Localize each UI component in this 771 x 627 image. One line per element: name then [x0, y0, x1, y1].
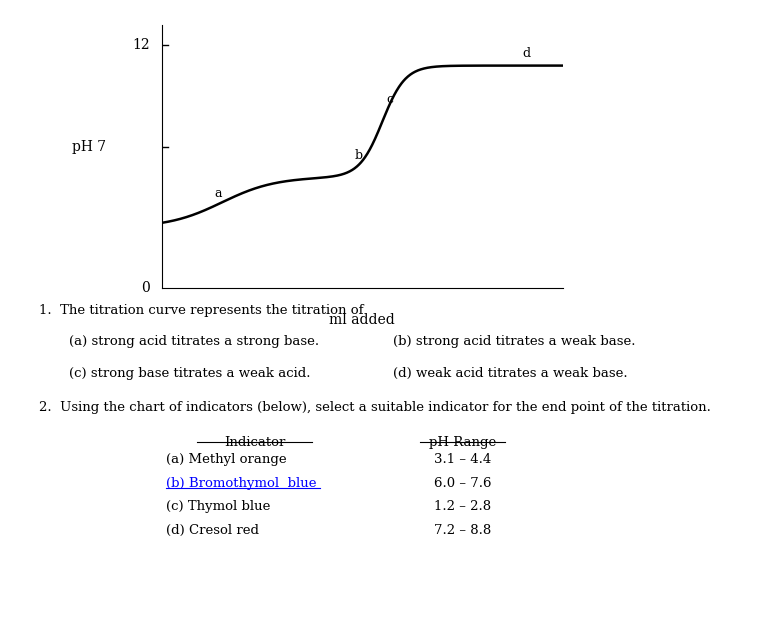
Text: c: c [386, 93, 393, 106]
Text: a: a [214, 187, 221, 200]
Text: (d) Cresol red: (d) Cresol red [166, 524, 259, 537]
Text: 12: 12 [133, 38, 150, 52]
Text: 1.2 – 2.8: 1.2 – 2.8 [434, 500, 491, 514]
Text: 3.1 – 4.4: 3.1 – 4.4 [434, 453, 491, 466]
Text: (d) weak acid titrates a weak base.: (d) weak acid titrates a weak base. [393, 367, 628, 380]
Text: Indicator: Indicator [224, 436, 285, 449]
Text: (c) Thymol blue: (c) Thymol blue [166, 500, 270, 514]
Text: (a) strong acid titrates a strong base.: (a) strong acid titrates a strong base. [69, 335, 319, 349]
Text: (b) strong acid titrates a weak base.: (b) strong acid titrates a weak base. [393, 335, 636, 349]
Text: pH Range: pH Range [429, 436, 497, 449]
Text: d: d [523, 46, 531, 60]
Text: 7.2 – 8.8: 7.2 – 8.8 [434, 524, 491, 537]
Text: b: b [355, 149, 362, 162]
Text: 6.0 – 7.6: 6.0 – 7.6 [434, 477, 491, 490]
Text: (c) strong base titrates a weak acid.: (c) strong base titrates a weak acid. [69, 367, 311, 380]
Text: ml added: ml added [329, 313, 396, 327]
Text: 0: 0 [141, 282, 150, 295]
Text: pH 7: pH 7 [72, 140, 106, 154]
Text: (a) Methyl orange: (a) Methyl orange [166, 453, 286, 466]
Text: 1.  The titration curve represents the titration of: 1. The titration curve represents the ti… [39, 304, 363, 317]
Text: (b) Bromothymol  blue: (b) Bromothymol blue [166, 477, 316, 490]
Text: 2.  Using the chart of indicators (below), select a suitable indicator for the e: 2. Using the chart of indicators (below)… [39, 401, 710, 414]
